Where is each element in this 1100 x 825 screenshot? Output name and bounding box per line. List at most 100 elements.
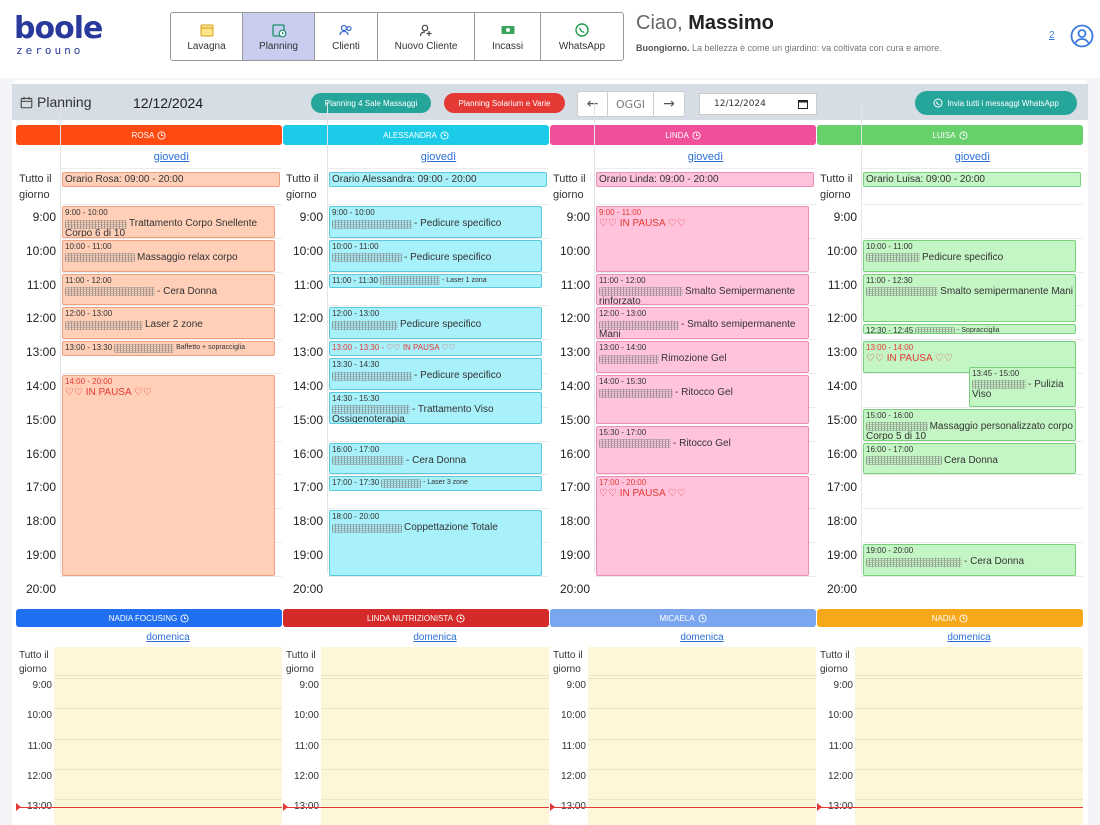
hour-label: 15:00 — [559, 412, 590, 427]
hour-label: 13:00 — [292, 345, 323, 360]
event-time: 16:00 - 17:00 — [866, 444, 914, 454]
event-time: 17:00 - 20:00 — [599, 478, 647, 488]
nav-nuovo-cliente[interactable]: Nuovo Cliente — [378, 13, 475, 60]
appointment[interactable]: 12:00 - 13:00 Laser 2 zone — [62, 307, 275, 340]
hour-label: 11:00 — [560, 277, 590, 292]
day-link[interactable]: giovedì — [594, 151, 816, 163]
date-input[interactable]: 12/12/2024 — [699, 93, 817, 115]
event-time: 9:00 - 10:00 — [65, 208, 108, 217]
nav-lavagna[interactable]: Lavagna — [171, 13, 243, 60]
app-logo[interactable]: boole zerouno — [14, 14, 114, 60]
hour-label: 19:00 — [25, 548, 56, 562]
clock-icon — [157, 130, 166, 140]
operator-header[interactable]: LINDA NUTRIZIONISTA — [283, 609, 549, 627]
appointment[interactable]: 14:00 - 20:00 ♡♡ IN PAUSA ♡♡ — [62, 375, 275, 576]
nav-whatsapp[interactable]: WhatsApp — [541, 13, 623, 60]
appointment[interactable]: 15:00 - 16:00 Massaggio personalizzato co… — [863, 408, 1076, 441]
day-link[interactable]: domenica — [413, 632, 457, 643]
nav-incassi[interactable]: Incassi — [475, 13, 541, 60]
hour-label: 11:00 — [561, 740, 586, 752]
appointment[interactable]: 10:00 - 11:00 - Pedicure specifico — [329, 239, 542, 272]
hour-label: 11:00 — [294, 740, 319, 752]
hour-label: 13:00 — [826, 345, 857, 360]
hour-label: 16:00 — [826, 446, 857, 461]
schedule-event[interactable]: Orario Rosa: 09:00 - 20:00 — [62, 172, 280, 187]
current-time-arrow-icon — [817, 803, 822, 812]
appointment[interactable]: 17:00 - 20:00 ♡♡ IN PAUSA ♡♡ — [596, 476, 809, 576]
event-extra: Corpo 5 di 10 — [866, 430, 927, 441]
appointment[interactable]: 12:30 - 12:45 - Sopracciglia — [863, 324, 1076, 335]
appointment[interactable]: 9:00 - 10:00 - Pedicure specifico — [329, 206, 542, 238]
hour-label: 15:00 — [826, 412, 857, 427]
nav-clienti[interactable]: Clienti — [315, 13, 378, 60]
schedule-event[interactable]: Orario Alessandra: 09:00 - 20:00 — [329, 172, 547, 187]
appointment[interactable]: 16:00 - 17:00 Cera Donna — [863, 442, 1076, 475]
appointment[interactable]: 11:00 - 12:30 Smalto semipermanente Mani — [863, 273, 1076, 323]
hour-label: 11:00 — [26, 277, 56, 292]
nav-planning[interactable]: Planning — [243, 13, 315, 60]
event-service: - Laser 3 zone — [423, 479, 468, 487]
planning-4-sale-massaggi-button[interactable]: Planning 4 Sale Massaggi — [311, 93, 431, 113]
schedule-event[interactable]: Orario Luisa: 09:00 - 20:00 — [863, 172, 1081, 187]
operator-column-nadia: NADIA domenica Tutto il giorno 9:00 10:00 11:… — [817, 609, 1083, 825]
appointment[interactable]: 13:45 - 15:00 - Pulizia Viso — [969, 366, 1076, 407]
appointment[interactable]: 11:00 - 12:00 - Cera Donna — [62, 273, 275, 306]
day-link[interactable]: giovedì — [861, 151, 1083, 163]
operator-name: ALESSANDRA — [383, 130, 437, 140]
event-time: 13:00 - 14:00 — [866, 343, 914, 353]
operator-header[interactable]: LUISA — [817, 125, 1083, 145]
appointment[interactable]: 9:00 - 10:00 Trattamento Corpo Snellente C… — [62, 206, 275, 238]
appointment[interactable]: 12:00 - 13:00 - Smalto semipermanente Mani — [596, 307, 809, 340]
appointment[interactable]: 15:30 - 17:00 - Ritocco Gel — [596, 425, 809, 475]
event-time: 16:00 - 17:00 — [332, 444, 380, 454]
notification-count[interactable]: 2 — [1049, 30, 1055, 41]
calendar-picker-icon[interactable] — [798, 99, 808, 109]
operator-header[interactable]: ALESSANDRA — [283, 125, 549, 145]
day-link[interactable]: giovedì — [327, 151, 549, 163]
nav-label: Incassi — [491, 40, 524, 52]
event-service: - Smalto semipermanente — [681, 319, 796, 331]
appointment[interactable]: 14:00 - 15:30 - Ritocco Gel — [596, 375, 809, 424]
appointment[interactable]: 16:00 - 17:00 - Cera Donna — [329, 442, 542, 475]
appointment[interactable]: 13:00 - 14:00 Rimozione Gel — [596, 341, 809, 373]
schedule-event[interactable]: Orario Linda: 09:00 - 20:00 — [596, 172, 814, 187]
day-link[interactable]: giovedì — [60, 151, 282, 163]
redacted-client-name — [65, 287, 155, 297]
appointment[interactable]: 10:00 - 11:00 Pedicure specifico — [863, 239, 1076, 272]
send-all-whatsapp-button[interactable]: Invia tutti i messaggi WhatsApp — [915, 91, 1077, 115]
user-profile-icon[interactable] — [1070, 24, 1094, 48]
operator-header[interactable]: NADIA FOCUSING — [16, 609, 282, 627]
nav-label: WhatsApp — [558, 40, 606, 52]
day-link[interactable]: domenica — [680, 632, 724, 643]
today-button[interactable]: OGGI — [608, 92, 654, 116]
appointment[interactable]: 14:30 - 15:30 - Trattamento Viso Ossigenot… — [329, 391, 542, 424]
event-time: 14:00 - 15:30 — [599, 377, 647, 386]
appointment[interactable]: 12:00 - 13:00 Pedicure specifico — [329, 307, 542, 340]
next-day-button[interactable]: → — [663, 96, 675, 112]
appointment[interactable]: 11:00 - 12:00 Smalto Semipermanente rinfor… — [596, 273, 809, 306]
appointment[interactable]: 11:00 - 11:30 - Laser 1 zona — [329, 273, 542, 289]
day-link[interactable]: domenica — [947, 632, 991, 643]
appointment[interactable]: 13:00 - 13:30 - ♡♡ IN PAUSA ♡♡ — [329, 341, 542, 357]
appointment[interactable]: 17:00 - 17:30 - Laser 3 zone — [329, 476, 542, 492]
operator-name: ROSA — [131, 130, 155, 140]
operator-header[interactable]: LINDA — [550, 125, 816, 145]
day-link[interactable]: domenica — [146, 632, 190, 643]
prev-day-button[interactable]: ← — [578, 92, 608, 116]
operator-header[interactable]: MICAELA — [550, 609, 816, 627]
appointment[interactable]: 13:30 - 14:30 - Pedicure specifico — [329, 358, 542, 390]
appointment[interactable]: 18:00 - 20:00 Coppettazione Totale — [329, 510, 542, 576]
operator-header[interactable]: ROSA — [16, 125, 282, 145]
planning-solarium-button[interactable]: Planning Solarium e Varie — [444, 93, 565, 113]
event-service: - Pedicure specifico — [404, 251, 492, 263]
appointment[interactable]: 13:00 - 13:30 Baffetto + sopracciglia — [62, 341, 275, 357]
operator-header[interactable]: NADIA — [817, 609, 1083, 627]
hour-label: 20:00 — [826, 581, 857, 596]
appointment[interactable]: 10:00 - 11:00 Massaggio relax corpo — [62, 239, 275, 272]
appointment[interactable]: 19:00 - 20:00 - Cera Donna — [863, 544, 1076, 576]
all-day-label: Tutto il giorno — [820, 650, 850, 675]
hour-label: 11:00 — [27, 740, 52, 752]
redacted-client-name — [332, 219, 412, 229]
appointment[interactable]: 9:00 - 11:00 ♡♡ IN PAUSA ♡♡ — [596, 206, 809, 272]
redacted-client-name — [332, 320, 398, 330]
